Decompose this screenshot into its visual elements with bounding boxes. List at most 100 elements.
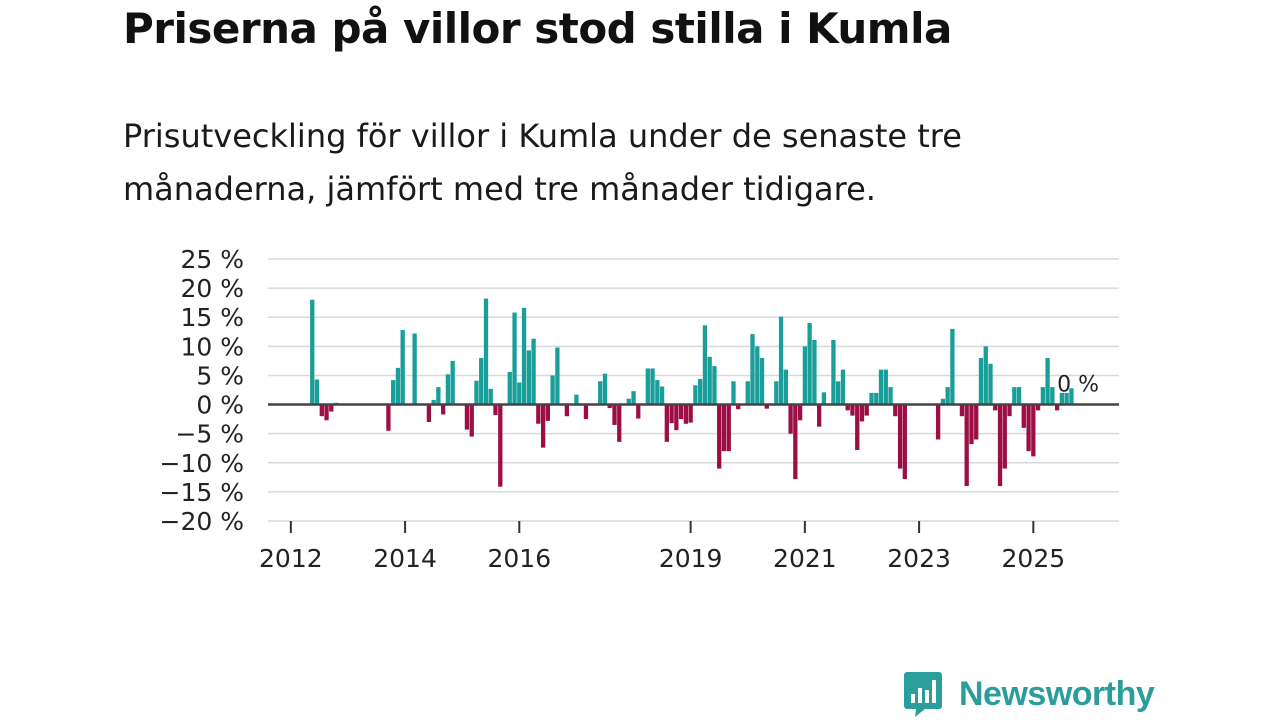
x-tick-label: 2012 [259,544,323,573]
bar [607,404,612,409]
bar [526,350,531,405]
bar [517,382,522,405]
latest-value-label: 0 % [1057,373,1099,398]
bar [755,346,760,405]
bar [469,404,474,437]
bar [883,369,888,405]
bar [878,369,884,405]
bar [436,387,441,405]
bar [869,392,874,405]
x-tick-label: 2025 [1002,544,1066,573]
bar [550,375,555,405]
x-tick-label: 2016 [487,544,551,573]
bar [574,394,579,405]
bar [821,392,827,405]
bar [536,404,541,424]
bar [583,404,589,420]
bar [441,404,446,415]
bar [1050,387,1055,405]
bar [521,307,527,405]
y-tick-label: −5 % [175,420,244,449]
y-tick-label: −15 % [160,478,244,507]
bar [669,404,674,424]
chart-title: Priserna på villor stod stilla i Kumla [123,4,952,53]
bar [745,381,750,405]
bar [874,392,879,405]
bar [993,404,998,411]
bar [888,387,893,405]
bar [507,371,512,405]
y-tick-label: 15 % [180,303,244,332]
x-axis-ticks: 2012 2014 2016 2019 2021 2023 2025 [259,521,1065,573]
bar [612,404,617,425]
bar [664,404,669,442]
bar [964,404,969,487]
bar [400,330,405,405]
bar [602,373,608,405]
bar [314,379,320,405]
bar [855,404,860,450]
bar [1012,387,1017,405]
bar [450,360,455,405]
bar-chart: 25 %20 %15 %10 %5 %0 %−5 %−10 %−15 %−20 … [160,245,1119,573]
bar [319,404,324,417]
newsworthy-logo-text: Newsworthy [959,674,1155,713]
bar [474,380,479,405]
bar [864,404,869,416]
x-tick-label: 2019 [659,544,723,573]
bar [540,404,546,448]
bar [329,404,334,412]
bar [1026,404,1031,452]
bar [512,312,517,405]
bar [386,404,391,431]
bar [545,404,551,421]
y-axis-ticks: 25 %20 %15 %10 %5 %0 %−5 %−10 %−15 %−20 … [160,245,244,536]
bar [731,381,736,405]
bar [802,346,808,405]
bar [693,385,698,405]
bar [1035,404,1041,411]
bar [940,398,946,405]
bar [412,333,417,405]
bar [831,339,836,405]
bar [717,404,722,469]
bar [1002,404,1007,469]
chart-subtitle: Prisutveckling för villor i Kumla under … [123,117,962,208]
bar [1069,388,1074,405]
bar [974,404,979,440]
x-tick-label: 2014 [373,544,437,573]
bar [778,316,784,405]
y-tick-label: −20 % [160,507,244,536]
bar [793,404,798,480]
bar [859,404,865,422]
bar [479,357,484,405]
bar [531,338,536,405]
bar [764,404,769,409]
bar [617,404,622,442]
bar [897,404,903,469]
bar [850,404,855,416]
bar [498,404,503,487]
bar [750,334,755,405]
y-tick-label: −10 % [160,449,244,478]
bar [845,404,850,411]
y-tick-label: 20 % [180,274,244,303]
bar [678,404,684,420]
y-tick-label: 25 % [180,245,244,274]
bar [431,399,436,405]
bar [1021,404,1026,428]
bar [655,380,660,405]
bar [598,381,603,405]
bar [636,404,641,419]
bar [683,404,689,424]
bar [726,404,731,452]
bar [817,404,822,427]
bar [445,374,451,405]
bar [902,404,907,480]
bar [893,404,898,417]
bar [483,298,489,405]
bar [650,368,655,405]
bar [836,381,841,405]
bar [488,388,493,405]
bar [935,404,941,440]
